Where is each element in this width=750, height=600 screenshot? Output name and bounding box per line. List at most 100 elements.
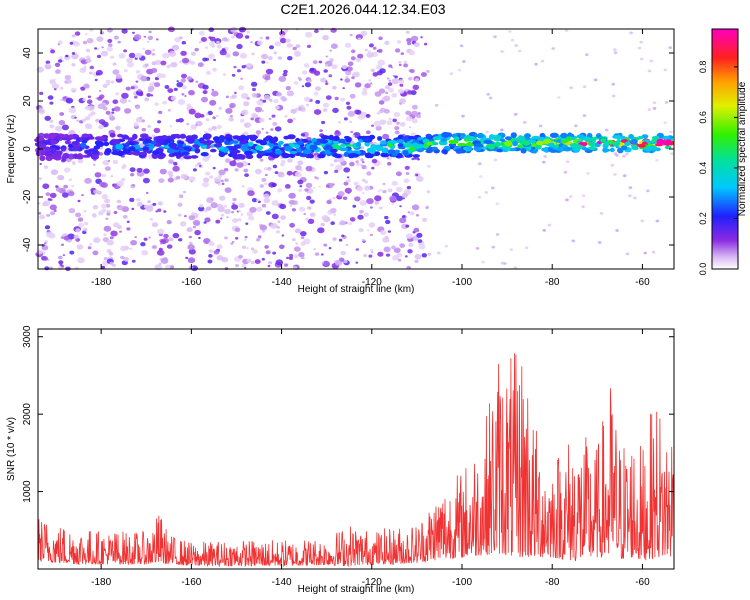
spectrogram-noise-cell xyxy=(488,96,493,100)
spectrogram-noise-cell xyxy=(357,114,366,120)
spectrogram-band-cell xyxy=(457,142,467,147)
spectrogram-noise-cell xyxy=(240,77,244,80)
spectrogram-noise-cell xyxy=(369,82,373,85)
spectrogram-noise-cell xyxy=(53,209,57,212)
spectrogram-noise-cell xyxy=(388,64,393,68)
spectrogram-noise-cell xyxy=(59,99,63,102)
spectrogram-band-cell xyxy=(168,148,175,154)
spectrogram-noise-cell xyxy=(285,38,291,43)
spectrogram-noise-cell xyxy=(209,175,214,179)
spectrogram-noise-cell xyxy=(337,157,345,163)
spectrogram-noise-cell xyxy=(313,91,319,96)
spectrogram-noise-cell xyxy=(318,185,321,188)
spectrogram-noise-cell xyxy=(49,192,57,199)
spectrogram-noise-cell xyxy=(129,247,133,250)
spectrogram-noise-cell xyxy=(297,160,304,166)
spectrogram-noise-cell xyxy=(387,188,393,193)
spectrogram-noise-cell xyxy=(625,152,629,156)
spectrogram-band-cell xyxy=(104,148,112,154)
spectrogram-noise-cell xyxy=(101,46,104,49)
spectrogram-noise-cell xyxy=(370,68,375,73)
spectrogram-band-cell xyxy=(248,141,254,147)
spectrogram-noise-cell xyxy=(272,121,278,126)
spectrogram-band-cell xyxy=(649,145,656,150)
spectrogram-band-cell xyxy=(618,135,626,140)
spectrogram-noise-cell xyxy=(391,202,394,205)
spectrogram-noise-cell xyxy=(169,125,173,128)
spectrogram-noise-cell xyxy=(266,167,272,171)
spectrogram-noise-cell xyxy=(224,53,231,58)
spectrogram-noise-cell xyxy=(250,261,255,265)
spectrogram-noise-cell xyxy=(401,193,408,198)
spectrogram-band-cell xyxy=(143,138,153,144)
spectrogram-noise-cell xyxy=(133,34,142,41)
spectrogram-noise-cell xyxy=(44,225,51,230)
spectrogram-noise-cell xyxy=(274,171,279,175)
spectrogram-noise-cell xyxy=(323,69,328,73)
spectrogram-noise-cell xyxy=(259,158,264,162)
spectrogram-band-cell xyxy=(169,143,177,149)
spectrogram-noise-cell xyxy=(232,51,240,57)
spectrogram-noise-cell xyxy=(313,248,317,251)
colorbar-label: Normalized spectral amplitude xyxy=(737,81,748,216)
spectrogram-noise-cell xyxy=(97,96,103,101)
spectrogram-noise-cell xyxy=(565,160,570,164)
spectrogram-noise-cell xyxy=(415,214,420,217)
spectrogram-noise-cell xyxy=(207,127,213,132)
spectrogram-noise-cell xyxy=(585,53,589,57)
spectrogram-noise-cell xyxy=(208,249,214,253)
spectrogram-noise-cell xyxy=(409,211,415,216)
spectrogram-noise-cell xyxy=(299,185,303,188)
snr-panel: -180 -160 -140 -120 -100 -80 -60 100020003000 … xyxy=(6,325,675,595)
spectrogram-noise-cell xyxy=(58,255,63,260)
spectrogram-band-cell xyxy=(183,155,193,160)
spectrogram-noise-cell xyxy=(290,108,297,114)
spectrogram-band-cell xyxy=(323,145,333,150)
spectrogram-band-cell xyxy=(463,138,471,142)
spectrogram-noise-cell xyxy=(288,192,296,199)
y-tick-label: 1000 xyxy=(22,480,33,503)
spectrogram-noise-cell xyxy=(108,113,114,118)
spectrogram-noise-cell xyxy=(275,230,280,234)
spectrogram-noise-cell xyxy=(340,251,346,256)
spectrogram-noise-cell xyxy=(84,33,88,36)
spectrogram-noise-cell xyxy=(613,48,617,51)
spectrogram-noise-cell xyxy=(300,236,305,240)
spectrogram-noise-cell xyxy=(346,66,353,72)
y-tick-label: 3000 xyxy=(22,325,33,348)
spectrogram-noise-cell xyxy=(208,27,215,32)
spectrogram-band-cell xyxy=(329,148,338,153)
spectrogram-noise-cell xyxy=(372,46,377,50)
spectrogram-noise-cell xyxy=(347,61,354,66)
spectrogram-noise-cell xyxy=(49,119,54,123)
spectrogram-noise-cell xyxy=(83,209,87,213)
spectrogram-noise-cell xyxy=(58,56,63,60)
spectrogram-noise-cell xyxy=(407,249,413,254)
spectrogram-noise-cell xyxy=(178,118,184,123)
spectrogram-noise-cell xyxy=(364,83,371,89)
spectrogram-noise-cell xyxy=(151,134,156,138)
spectrogram-noise-cell xyxy=(481,260,485,264)
spectrogram-band-cell xyxy=(333,153,342,159)
spectrogram-noise-cell xyxy=(192,225,196,229)
spectrogram-noise-cell xyxy=(414,78,419,82)
spectrogram-band-cell xyxy=(131,151,139,156)
spectrogram-noise-cell xyxy=(231,204,239,210)
spectrogram-band-cell xyxy=(111,150,120,155)
spectrogram-noise-cell xyxy=(49,79,55,84)
spectrogram-noise-cell xyxy=(280,95,286,101)
spectrogram-noise-cell xyxy=(357,37,361,40)
spectrogram-noise-cell xyxy=(354,82,362,88)
spectrogram-noise-cell xyxy=(241,65,246,69)
spectrogram-noise-cell xyxy=(59,86,64,90)
spectrogram-noise-cell xyxy=(225,95,229,99)
spectrogram-noise-cell xyxy=(305,217,309,221)
spectrogram-band-cell xyxy=(602,147,609,153)
spectrogram-band-cell xyxy=(309,144,318,151)
spectrogram-band-cell xyxy=(81,133,90,138)
spectrogram-noise-cell xyxy=(278,76,287,82)
spectrogram-noise-cell xyxy=(66,79,72,84)
spectrogram-noise-cell xyxy=(371,158,378,164)
spectrogram-noise-cell xyxy=(128,99,131,103)
spectrogram-noise-cell xyxy=(85,48,91,53)
